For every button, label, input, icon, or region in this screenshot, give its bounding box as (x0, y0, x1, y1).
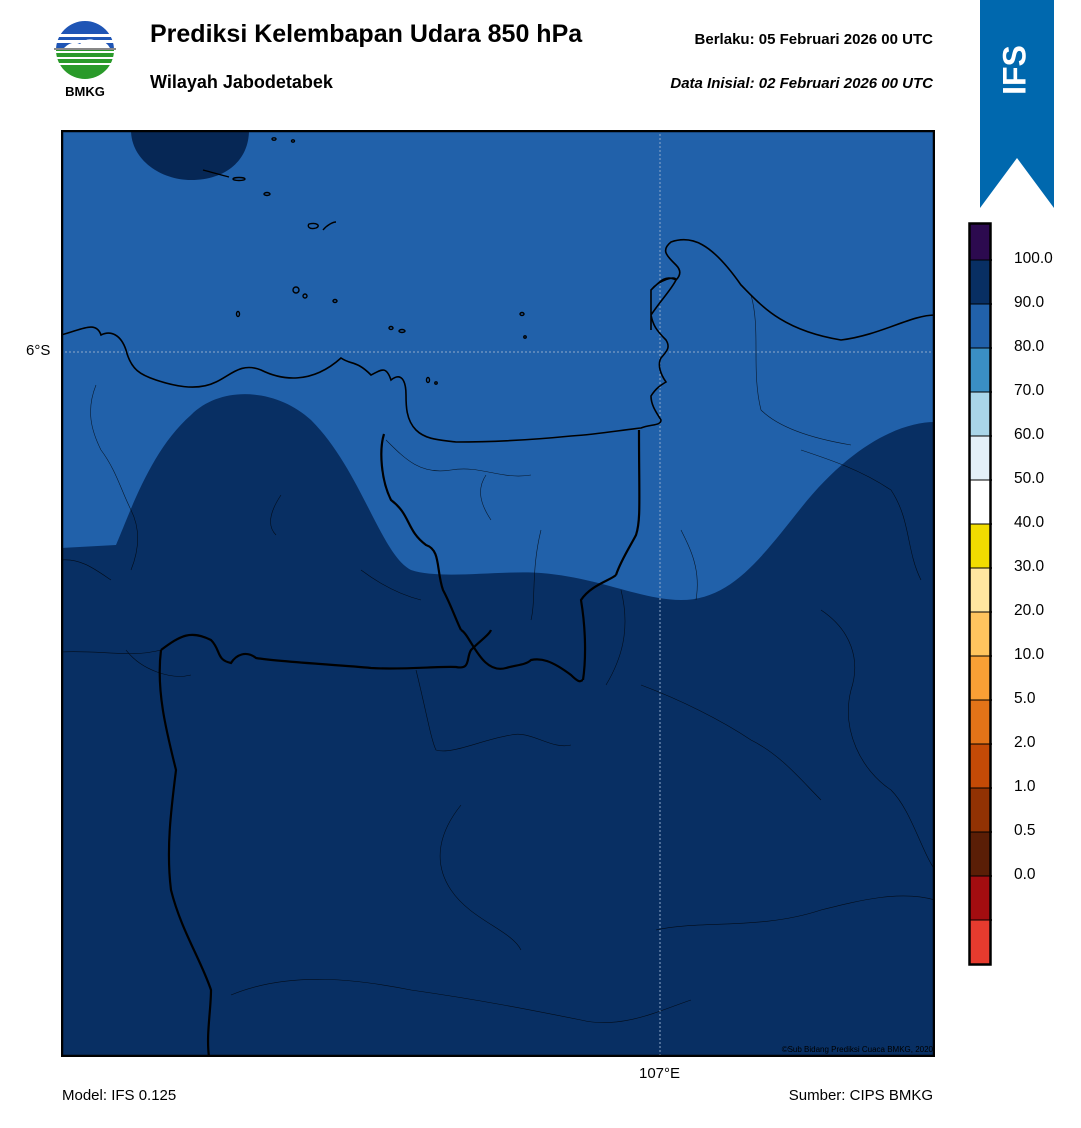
colorbar-segment (970, 224, 990, 260)
colorbar-label: 60.0 (1014, 426, 1045, 443)
colorbar-segment (970, 568, 990, 612)
colorbar-label: 100.0 (1014, 250, 1053, 267)
colorbar-label: 30.0 (1014, 558, 1045, 575)
colorbar-segment (970, 304, 990, 348)
colorbar-segment (970, 700, 990, 744)
colorbar-segment (970, 348, 990, 392)
colorbar-label: 0.0 (1014, 866, 1036, 883)
colorbar-label: 10.0 (1014, 646, 1045, 663)
longitude-label: 107°E (639, 1065, 681, 1082)
colorbar-segment (970, 832, 990, 876)
colorbar-label: 0.5 (1014, 822, 1036, 839)
colorbar-segment (970, 788, 990, 832)
colorbar-segment (970, 656, 990, 700)
valid-time: Berlaku: 05 Februari 2026 00 UTC (694, 31, 933, 48)
colorbar-segment (970, 612, 990, 656)
colorbar-label: 50.0 (1014, 470, 1045, 487)
latitude-label: 6°S (26, 342, 51, 359)
source-label: Sumber: CIPS BMKG (788, 1087, 933, 1104)
colorbar-segment (970, 436, 990, 480)
colorbar-label: 90.0 (1014, 294, 1045, 311)
map-subtitle: Wilayah Jabodetabek (150, 72, 333, 92)
humidity-100-plus-area (131, 130, 249, 180)
humidity-map: ©Sub Bidang Prediksi Cuaca BMKG, 2020 (61, 130, 935, 1057)
colorbar-label: 2.0 (1014, 734, 1036, 751)
model-label: Model: IFS 0.125 (62, 1087, 177, 1104)
ifs-ribbon-label: IFS (996, 45, 1032, 95)
colorbar-label: 5.0 (1014, 690, 1036, 707)
colorbar-label: 20.0 (1014, 602, 1045, 619)
map-copyright: ©Sub Bidang Prediksi Cuaca BMKG, 2020 (782, 1045, 934, 1054)
ifs-ribbon: IFS (980, 0, 1054, 208)
colorbar-segment (970, 920, 990, 964)
colorbar-segment (970, 876, 990, 920)
humidity-80-90-area (61, 130, 935, 600)
map-title: Prediksi Kelembapan Udara 850 hPa (150, 20, 583, 48)
colorbar-label: 1.0 (1014, 778, 1036, 795)
colorbar-segment (970, 260, 990, 304)
colorbar (968, 222, 992, 966)
bmkg-logo-icon (54, 21, 116, 79)
colorbar-segment (970, 392, 990, 436)
initial-data-time: Data Inisial: 02 Februari 2026 00 UTC (670, 75, 933, 92)
colorbar-frame (968, 222, 992, 966)
colorbar-segment (970, 480, 990, 524)
colorbar-label: 40.0 (1014, 514, 1045, 531)
colorbar-segment (970, 744, 990, 788)
colorbar-segment (970, 524, 990, 568)
bmkg-logo-text: BMKG (65, 84, 105, 99)
colorbar-label: 80.0 (1014, 338, 1045, 355)
colorbar-label: 70.0 (1014, 382, 1045, 399)
